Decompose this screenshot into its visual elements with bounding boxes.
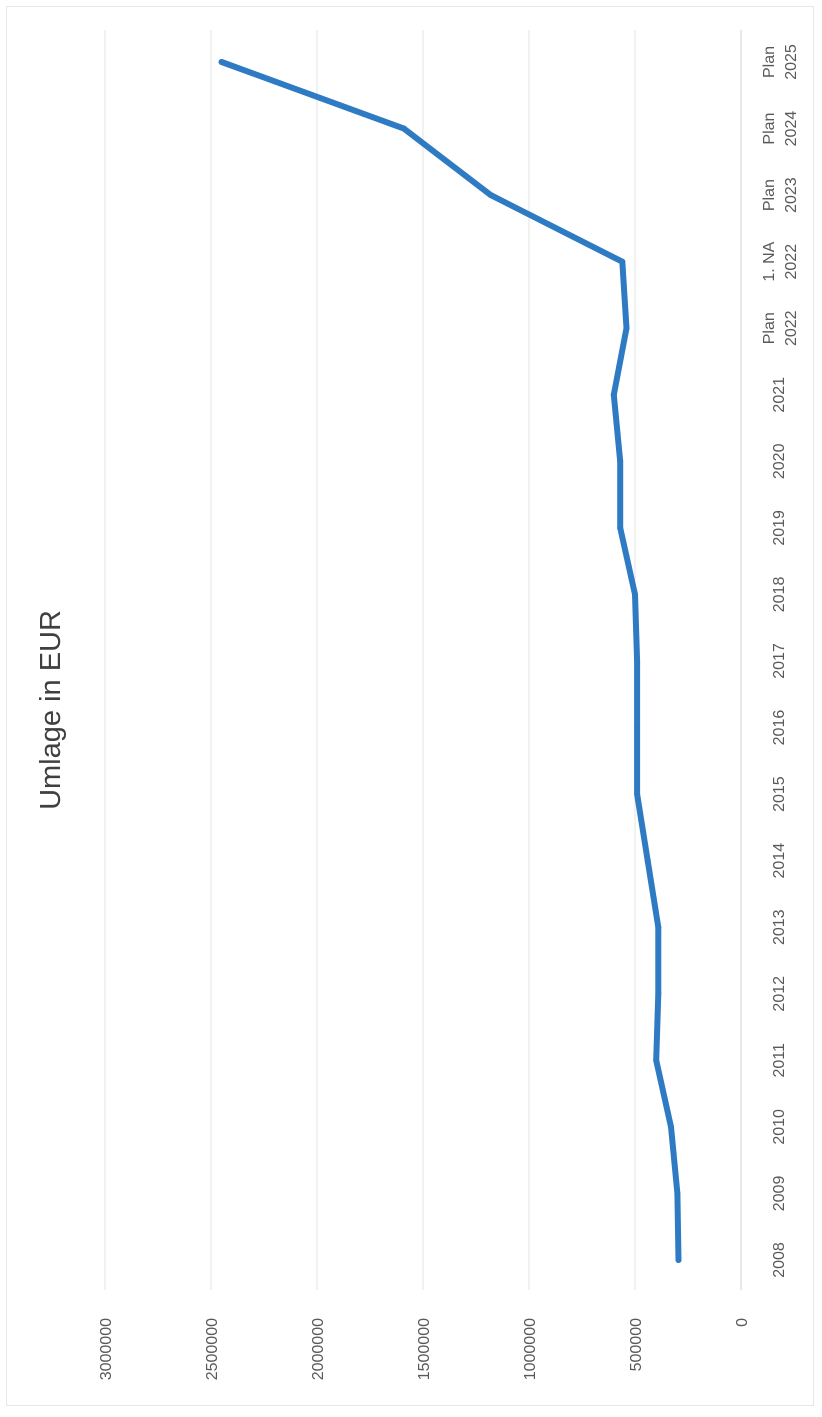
data-point [655,924,662,931]
category-label: 2014 [771,843,788,879]
data-point [644,857,651,864]
category-label: 2018 [771,577,788,613]
category-label: 2010 [771,1109,788,1145]
data-point [653,1057,660,1064]
value-tick-label: 1000000 [522,1318,539,1380]
value-tick-label: 500000 [628,1318,645,1371]
category-label: 2015 [771,776,788,812]
data-point [632,591,638,598]
chart-title: Umlage in EUR [35,610,67,810]
category-label: 2009 [771,1176,788,1212]
data-point [655,990,662,997]
category-label: 2020 [771,443,788,479]
data-point [400,125,407,132]
category-label: 2011 [771,1043,788,1078]
category-label: 2019 [771,510,788,546]
data-point [634,791,641,798]
data-point [623,325,630,332]
data-point [674,1190,681,1197]
value-tick-label: 3000000 [98,1318,115,1380]
data-point [487,192,494,199]
value-axis-ticks: 0 500000 1000000 1500000 2000000 2500000 30000… [98,1318,751,1380]
value-tick-label: 0 [734,1318,751,1327]
data-point [617,524,624,531]
category-label: 2021 [771,377,788,413]
category-label: 2013 [771,909,788,945]
value-tick-label: 1500000 [416,1318,433,1380]
data-point [634,724,641,731]
chart-frame [6,6,814,1406]
category-label: 2012 [771,976,788,1012]
category-axis-labels: 2008 2009 2010 2011 2012 2013 2014 2015 2016 2017… [761,44,800,1278]
gridlines [104,30,742,1290]
data-point [619,258,626,265]
series-group [218,59,682,1263]
category-label: Plan 2022 [761,310,800,346]
category-label: 1. NA 2022 [761,241,800,281]
category-label: 2017 [771,643,788,679]
category-label: 2016 [771,710,788,746]
series-line [218,59,682,1263]
category-label: 2008 [771,1242,788,1278]
category-label: Plan 2025 [761,44,800,80]
category-label: Plan 2024 [761,111,800,147]
value-tick-label: 2500000 [204,1318,221,1380]
data-point [668,1123,675,1130]
data-point [617,458,624,465]
category-label: Plan 2023 [761,177,800,213]
data-point [218,59,225,65]
value-tick-label: 2000000 [310,1318,327,1380]
data-point [675,1257,682,1263]
data-point [610,391,617,398]
data-point [634,658,641,664]
